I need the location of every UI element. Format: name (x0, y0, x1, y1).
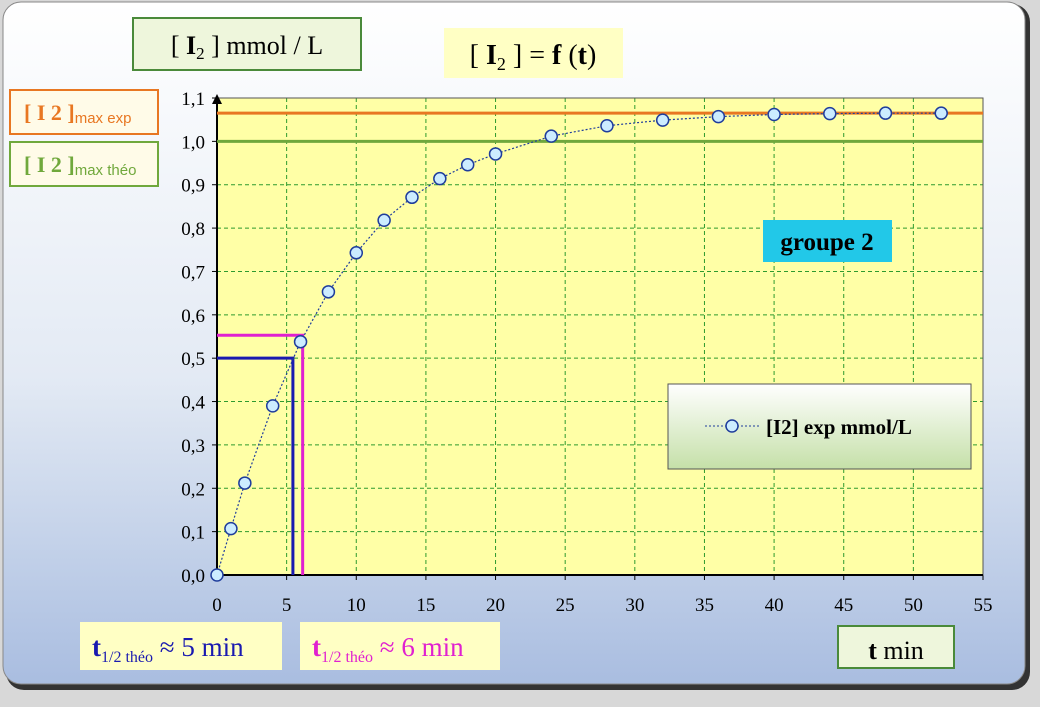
y-axis-label: [ I2 ] mmol / L (171, 31, 323, 63)
y-tick-label: 1,0 (181, 132, 205, 153)
half-life-marker (217, 333, 305, 575)
y-label-box (132, 17, 362, 71)
x-tick-label: 35 (695, 595, 714, 616)
text: 1/2 théo (321, 649, 373, 666)
half-life-box (300, 622, 500, 670)
text: [ I 2 ] (24, 100, 75, 125)
data-point (544, 129, 559, 143)
reference-label-box (9, 141, 159, 187)
data-point (823, 106, 837, 121)
text: [ (171, 31, 186, 60)
x-label-box (837, 625, 955, 669)
text: ) (587, 40, 596, 71)
series-line (216, 112, 942, 576)
text: 1/2 théo (101, 649, 153, 666)
x-tick-label: 40 (765, 595, 784, 616)
text: t (868, 636, 877, 665)
data-point (224, 521, 238, 536)
half-life-label: t1/2 théo ≈ 5 min (92, 632, 244, 666)
x-tick-label: 25 (556, 595, 575, 616)
y-tick-label: 0,8 (181, 219, 205, 240)
x-axis-label: t min (868, 636, 924, 665)
text: f (552, 40, 562, 71)
text: max exp (75, 110, 132, 127)
y-tick-label: 0,5 (181, 349, 205, 370)
data-point (433, 171, 447, 186)
reference-label: [ I 2 ]max exp (24, 100, 131, 127)
y-tick-label: 0,3 (181, 436, 205, 457)
data-point (265, 399, 280, 413)
y-tick-label: 0,1 (181, 523, 205, 544)
text: ≈ 6 min (373, 632, 464, 662)
text: 2 (196, 44, 205, 63)
text: ] mmol / L (205, 31, 323, 60)
y-tick-label: 0,7 (181, 262, 205, 283)
text: I (186, 31, 196, 60)
plot-area (217, 98, 983, 575)
data-point (377, 213, 391, 228)
x-tick-label: 50 (904, 595, 923, 616)
half-life-box (80, 622, 282, 670)
text: 2 (497, 54, 506, 74)
y-tick-label: 0,4 (181, 393, 205, 414)
y-tick-label: 0,2 (181, 479, 205, 500)
text: I (486, 40, 497, 71)
text: max théo (75, 162, 137, 179)
chart-title: [ I2 ] = f (t) (470, 40, 597, 74)
legend-marker (725, 419, 739, 433)
y-tick-label: 0,6 (181, 306, 205, 327)
data-point (600, 119, 614, 133)
text: t (92, 632, 101, 662)
text: t (312, 632, 321, 662)
text: [ (470, 40, 486, 71)
data-point (934, 106, 948, 120)
data-point (460, 158, 475, 172)
x-tick-label: 45 (834, 595, 853, 616)
y-tick-label: 0,0 (181, 566, 205, 587)
data-point (238, 476, 252, 490)
x-tick-label: 15 (416, 595, 435, 616)
text: ( (561, 40, 577, 71)
reference-label: [ I 2 ]max théo (24, 152, 136, 179)
text: [ I 2 ] (24, 152, 75, 177)
text: ≈ 5 min (153, 632, 244, 662)
y-tick-label: 0,9 (181, 176, 205, 197)
x-tick-label: 10 (347, 595, 366, 616)
data-point (349, 246, 364, 260)
data-point (210, 568, 224, 582)
text: t (578, 40, 588, 71)
x-tick-label: 55 (974, 595, 993, 616)
x-tick-label: 5 (282, 595, 292, 616)
x-tick-label: 0 (212, 595, 222, 616)
group-box (763, 220, 892, 262)
title-box (444, 28, 623, 78)
legend-label: [I2] exp mmol/L (766, 415, 912, 439)
y-tick-label: 1,1 (181, 89, 205, 110)
data-point (767, 107, 781, 122)
text: min (877, 636, 924, 665)
text: ] = (506, 40, 552, 71)
data-point (878, 106, 893, 120)
data-point (293, 334, 308, 349)
data-point (488, 147, 503, 161)
data-point (321, 285, 336, 299)
data-point (711, 109, 726, 124)
group-label: groupe 2 (780, 229, 873, 256)
reference-label-box (9, 89, 159, 135)
x-tick-label: 30 (625, 595, 644, 616)
half-life-label: t1/2 théo ≈ 6 min (312, 632, 464, 666)
x-tick-label: 20 (486, 595, 505, 616)
data-point (655, 113, 670, 127)
y-axis-arrow (212, 94, 222, 104)
data-point (405, 190, 419, 205)
